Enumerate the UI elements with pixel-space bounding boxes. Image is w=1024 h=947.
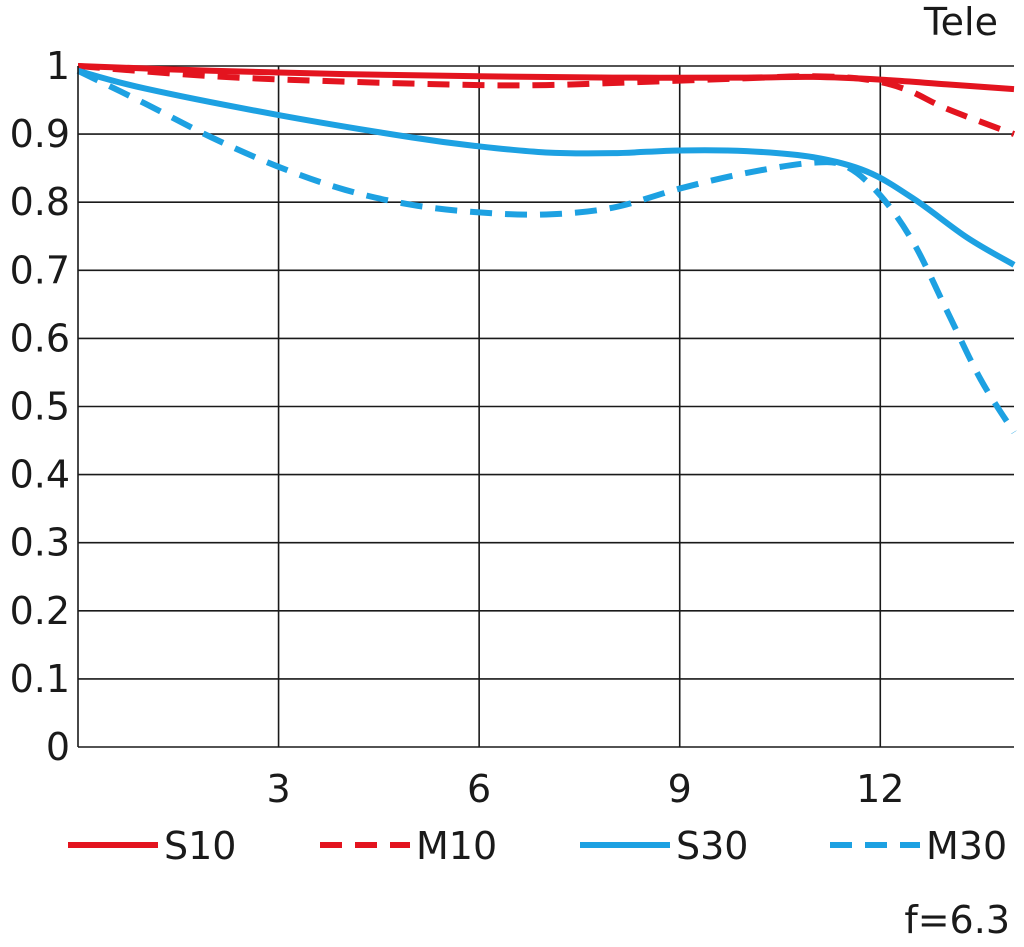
y-tick-label: 0.6 (10, 316, 70, 360)
y-tick-label: 0.3 (10, 521, 70, 565)
grid-layer (78, 65, 1014, 747)
x-tick-label: 6 (467, 767, 491, 811)
y-tick-label: 0.8 (10, 180, 70, 224)
y-tick-label: 1 (46, 44, 70, 88)
x-tick-label: 9 (668, 767, 692, 811)
y-tick-label: 0.5 (10, 385, 70, 429)
aperture-footnote: f=6.3 (904, 898, 1010, 942)
series-layer (76, 63, 1017, 434)
series-line-s30 (77, 67, 1016, 268)
y-tick-labels: 0 0.1 0.2 0.3 0.4 0.5 0.6 0.7 0.8 0.9 1 (10, 44, 70, 769)
legend-label-s30: S30 (676, 824, 748, 868)
legend-label-m10: M10 (416, 824, 497, 868)
legend: S10 M10 S30 M30 (68, 824, 1007, 868)
chart-title: Tele (923, 0, 998, 44)
legend-label-s10: S10 (164, 824, 236, 868)
series-line-s10 (77, 63, 1015, 93)
series-line-m10 (77, 63, 1016, 137)
x-tick-labels: 3 6 9 12 (266, 767, 904, 811)
y-tick-label: 0.1 (10, 657, 70, 701)
legend-label-m30: M30 (926, 824, 1007, 868)
series-line-m30 (76, 68, 1017, 434)
y-tick-label: 0.7 (10, 248, 70, 292)
frame-layer (77, 66, 1014, 748)
x-tick-label: 12 (856, 767, 904, 811)
y-tick-label: 0.4 (10, 453, 70, 497)
y-tick-label: 0.9 (10, 112, 70, 156)
y-tick-label: 0.2 (10, 589, 70, 633)
y-tick-label: 0 (46, 725, 70, 769)
x-tick-label: 3 (266, 767, 290, 811)
